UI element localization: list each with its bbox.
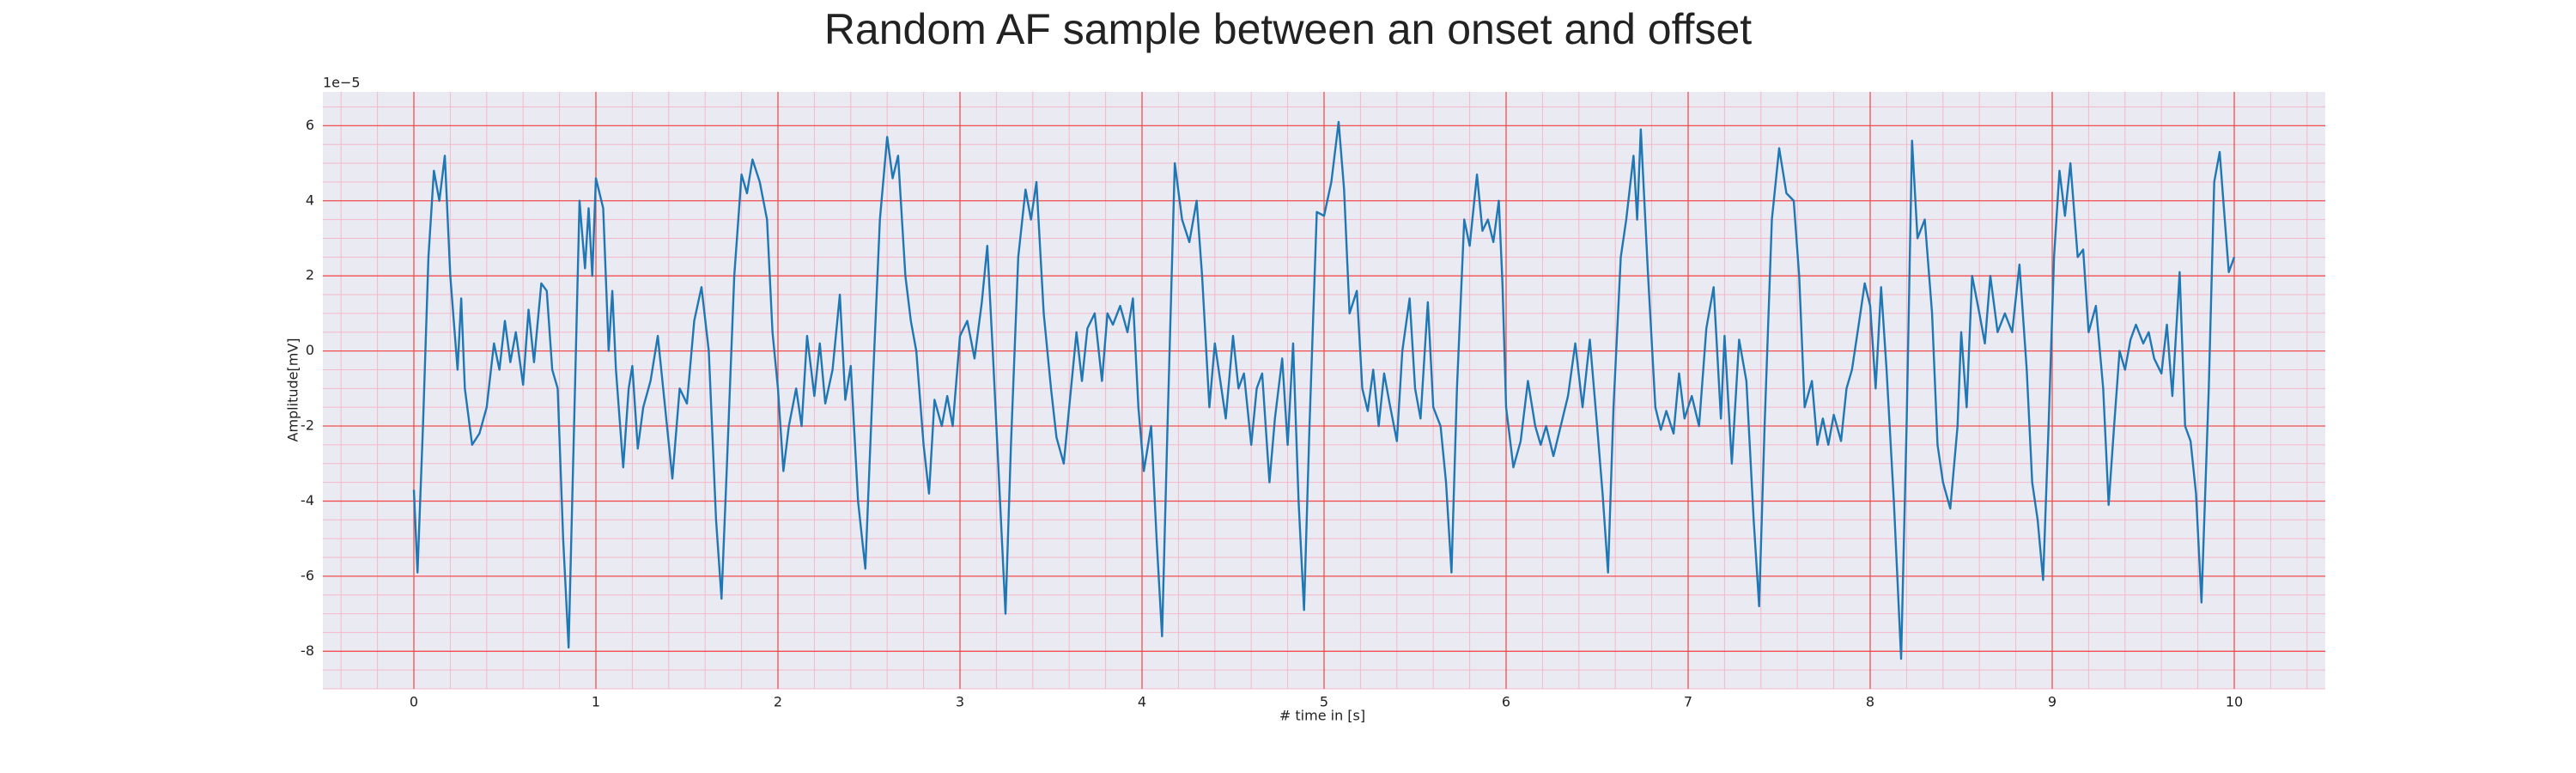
x-tick-label: 6 xyxy=(1502,694,1510,710)
y-tick-label: -4 xyxy=(301,492,314,508)
y-offset-label: 1e−5 xyxy=(323,75,361,91)
x-tick-label: 0 xyxy=(410,694,418,710)
x-tick-label: 9 xyxy=(2048,694,2057,710)
x-axis-label: # time in [s] xyxy=(1279,708,1365,724)
y-tick-label: -6 xyxy=(301,567,314,583)
chart-title: Random AF sample between an onset and of… xyxy=(824,5,1752,53)
x-tick-label: 7 xyxy=(1684,694,1692,710)
x-tick-label: 8 xyxy=(1866,694,1874,710)
x-tick-label: 1 xyxy=(592,694,600,710)
y-tick-label: 2 xyxy=(306,267,314,283)
x-tick-label: 3 xyxy=(956,694,964,710)
y-tick-label: 4 xyxy=(306,192,314,208)
x-tick-label: 10 xyxy=(2226,694,2243,710)
signal-line xyxy=(412,120,2236,660)
y-tick-label: -8 xyxy=(301,642,314,659)
y-axis-label: Amplitude[mV] xyxy=(285,338,301,441)
x-tick-label: 2 xyxy=(774,694,782,710)
y-tick-label: 0 xyxy=(306,342,314,358)
y-tick-label: -2 xyxy=(301,417,314,434)
y-tick-label: 6 xyxy=(306,117,314,133)
x-tick-label: 5 xyxy=(1320,694,1328,710)
x-tick-label: 4 xyxy=(1138,694,1146,710)
